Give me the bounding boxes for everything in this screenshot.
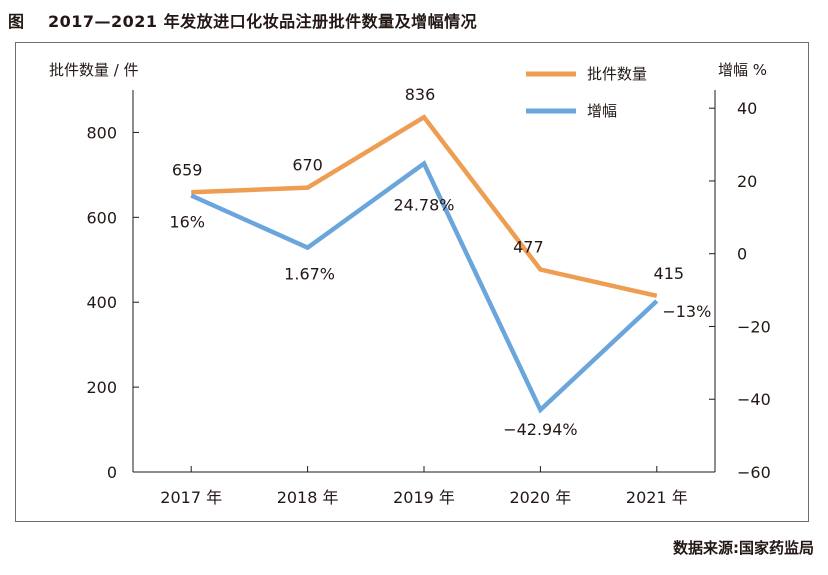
series-lines [190, 114, 659, 414]
data-labels: 659 670 836 477 415 16% 1.67% 24.78% −42.94% −13% [169, 85, 711, 439]
y-right-tick-label: 0 [737, 245, 747, 264]
x-tick-label: 2020 年 [509, 488, 571, 507]
x-tick-label: 2021 年 [626, 488, 688, 507]
x-tick-label: 2019 年 [393, 488, 455, 507]
data-label-count: 415 [654, 264, 685, 283]
data-label-growth: 16% [169, 213, 205, 232]
y-left-tick-label: 0 [107, 463, 117, 482]
y-left-tick-label: 800 [86, 123, 117, 142]
figure-prefix: 图 [8, 12, 25, 31]
y-left-axis-title: 批件数量 / 件 [49, 61, 139, 79]
y-right-tick-label: −20 [737, 317, 771, 336]
y-left-tick-label: 200 [86, 378, 117, 397]
source-note: 数据来源:国家药监局 [673, 539, 814, 557]
x-tick-label: 2018 年 [277, 488, 339, 507]
y-right-tick-label: −40 [737, 390, 771, 409]
series-line-count [191, 114, 658, 299]
y-right-axis-title: 增幅 % [718, 61, 767, 79]
legend-label-growth: 增幅 [587, 102, 617, 120]
y-right-tick-label: 40 [737, 99, 757, 118]
data-label-growth: 1.67% [284, 265, 335, 284]
data-label-growth: −42.94% [503, 420, 577, 439]
x-tick-label: 2017 年 [160, 488, 222, 507]
axes: 0 200 400 600 800 −60 −40 −20 0 20 40 2017 年 2018 年 2… [49, 61, 771, 507]
data-label-growth: 24.78% [393, 196, 454, 215]
y-right-tick-label: −60 [737, 463, 771, 482]
figure-title: 图 2017—2021 年发放进口化妆品注册批件数量及增幅情况 [8, 8, 477, 32]
series-line-growth [190, 160, 659, 414]
y-left-tick-label: 400 [86, 293, 117, 312]
legend-label-count: 批件数量 [587, 65, 647, 83]
data-label-growth: −13% [662, 302, 711, 321]
y-right-tick-label: 20 [737, 172, 757, 191]
data-label-count: 659 [172, 160, 203, 179]
y-left-tick-label: 600 [86, 208, 117, 227]
data-label-count: 477 [513, 238, 544, 257]
data-label-count: 836 [405, 85, 436, 104]
data-label-count: 670 [292, 156, 323, 175]
chart-frame [15, 42, 809, 522]
figure-title-text: 2017—2021 年发放进口化妆品注册批件数量及增幅情况 [48, 12, 478, 31]
